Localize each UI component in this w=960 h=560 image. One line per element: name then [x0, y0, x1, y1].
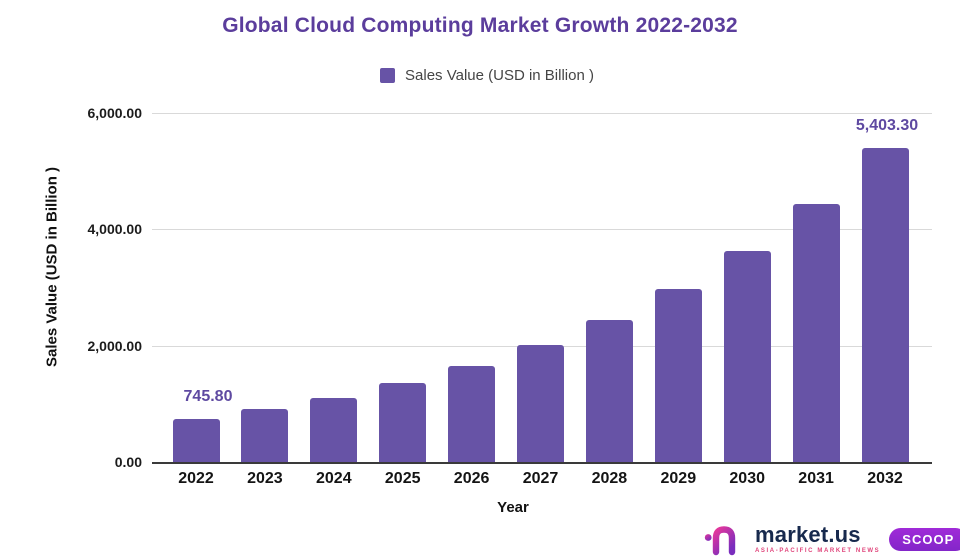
bar-2023	[241, 409, 289, 462]
x-tick-label: 2023	[247, 470, 283, 487]
x-tick-label: 2024	[316, 470, 352, 487]
bar-2022	[172, 418, 220, 462]
x-tick-label: 2022	[178, 470, 214, 487]
market-us-logo-icon	[704, 524, 748, 556]
chart-title: Global Cloud Computing Market Growth 202…	[222, 14, 738, 37]
x-tick-label: 2031	[798, 470, 834, 487]
x-tick-label: 2027	[522, 470, 559, 487]
brand-logo: market.us ASIA-PACIFIC MARKET NEWS SCOOP	[704, 521, 960, 557]
bar-2027	[517, 345, 564, 462]
brand-text: market.us ASIA-PACIFIC MARKET NEWS	[755, 522, 881, 555]
bar-2025	[379, 383, 427, 462]
bar-2028	[585, 319, 633, 462]
bar-value-label: 745.80	[183, 387, 233, 405]
gridline	[152, 229, 932, 231]
bar-2032	[861, 147, 909, 462]
legend-label: Sales Value (USD in Billion )	[405, 67, 594, 84]
legend-swatch-icon	[380, 68, 396, 83]
brand-name: market.us	[755, 522, 861, 547]
x-tick-label: 2028	[591, 470, 628, 487]
plot-area: 2022 2023 2024 2025 2026 2027 2028 2029 2030 2031…	[152, 113, 932, 487]
y-tick-label: 0.00	[114, 454, 142, 470]
y-tick-label: 4,000.00	[87, 221, 143, 238]
x-tick-label: 2029	[660, 470, 697, 487]
bar-2031	[792, 204, 840, 462]
bar-2024	[310, 397, 358, 462]
scoop-badge: SCOOP	[889, 527, 960, 551]
legend: Sales Value (USD in Billion )	[0, 67, 960, 84]
x-axis-title: Year	[497, 499, 529, 516]
y-tick-label: 2,000.00	[87, 337, 143, 354]
bar-value-label: 5,403.30	[855, 116, 919, 134]
bar-2029	[654, 288, 702, 462]
y-tick-label: 6,000.00	[87, 105, 143, 121]
gridline	[152, 113, 932, 114]
brand-tagline: ASIA-PACIFIC MARKET NEWS	[755, 548, 881, 554]
bar-2030	[723, 250, 771, 462]
x-tick-label: 2026	[453, 470, 490, 487]
bar-2026	[448, 366, 496, 462]
x-tick-label: 2030	[729, 470, 765, 487]
x-tick-label: 2025	[384, 470, 421, 487]
x-tick-label: 2032	[867, 470, 903, 487]
